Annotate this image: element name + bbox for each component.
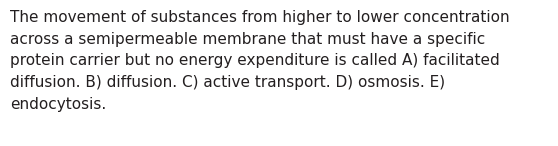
Text: The movement of substances from higher to lower concentration
across a semiperme: The movement of substances from higher t… [10, 10, 509, 112]
